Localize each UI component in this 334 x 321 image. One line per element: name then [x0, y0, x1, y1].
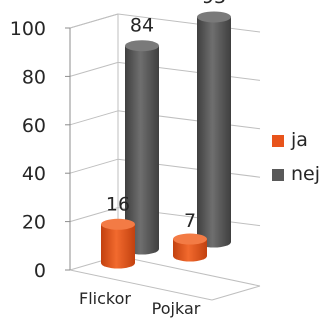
y-tick-label: 0: [34, 260, 46, 282]
floor-back-edge: [117, 255, 261, 287]
data-label-nej-pojkar: 93: [202, 0, 226, 8]
data-label-ja-pojkar: 7: [184, 210, 196, 232]
bar-ja-pojkar-top: [173, 233, 207, 245]
gridline-side-2: [69, 158, 119, 174]
bar-nej-flickor-top: [125, 40, 159, 52]
gridlines: [69, 13, 261, 227]
legend-swatch-ja: [272, 135, 284, 147]
bar-ja-pojkar-body: [173, 239, 207, 262]
bars: 84 93 16 7: [101, 0, 231, 269]
bar-nej-pojkar-top: [197, 11, 231, 23]
chart-walls: [69, 13, 261, 301]
y-tick-label: 80: [22, 66, 46, 88]
y-tick-label: 60: [22, 115, 46, 137]
legend-label-nej: nej: [291, 163, 320, 185]
bar-nej-flickor: [125, 40, 159, 255]
bar-nej-pojkar: [197, 11, 231, 248]
bar-ja-flickor-top: [101, 218, 135, 230]
gridline-side-3: [69, 110, 119, 126]
bar-nej-pojkar-body: [197, 16, 231, 248]
gridline-side-1: [69, 207, 119, 223]
y-tick-label: 20: [22, 212, 46, 234]
gridline-side-5: [69, 13, 119, 29]
data-label-ja-flickor: 16: [106, 193, 130, 215]
y-tick-label: 40: [22, 163, 46, 185]
y-tick-label: 100: [10, 18, 46, 40]
data-label-nej-flickor: 84: [130, 15, 154, 37]
floor-front-edge: [69, 269, 213, 301]
bar-nej-flickor-body: [125, 45, 159, 255]
gridline-back-5: [117, 13, 261, 33]
legend-label-ja: ja: [290, 129, 308, 151]
legend: ja nej: [272, 129, 320, 185]
gridline-side-4: [69, 61, 119, 77]
bar-ja-flickor-body: [101, 224, 135, 269]
y-axis: 0 20 40 60 80 100: [10, 18, 71, 282]
bar-ja-pojkar: [173, 233, 207, 262]
legend-swatch-nej: [272, 169, 284, 181]
bar-ja-flickor: [101, 218, 135, 269]
x-category-label-flickor: Flickor: [79, 289, 131, 308]
x-category-label-pojkar: Pojkar: [152, 299, 201, 318]
floor-right-edge: [211, 285, 261, 301]
x-axis: Flickor Pojkar: [79, 289, 201, 318]
